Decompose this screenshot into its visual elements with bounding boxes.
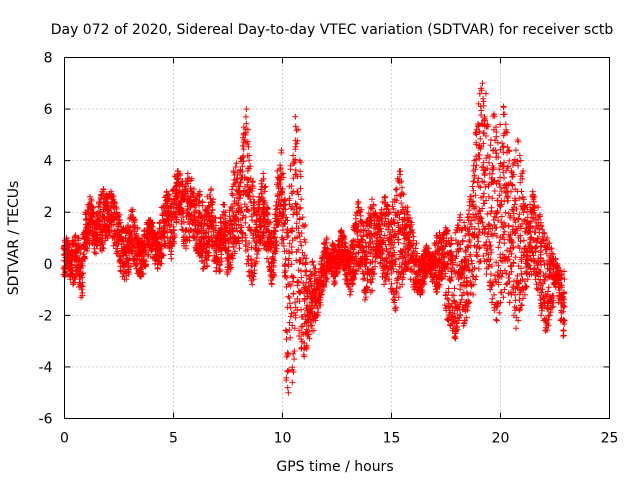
x-tick-label: 10 [274,431,292,447]
y-tick-label: 8 [44,51,53,67]
data-point-cluster [448,237,457,334]
data-point-cluster [494,139,503,316]
data-points [60,80,568,396]
y-axis-label: SDTVAR / TECUs [6,181,22,296]
x-axis-label: GPS time / hours [276,459,393,475]
data-point-cluster [513,137,522,324]
data-point-cluster [492,124,500,324]
x-tick-label: 0 [60,431,69,447]
data-point-cluster [187,175,195,234]
y-tick-label: 6 [44,102,53,118]
data-point-cluster [171,173,180,226]
y-tick-label: 4 [44,154,53,170]
data-point-cluster [291,113,300,332]
data-point-cluster [505,147,513,306]
y-tick-label: -2 [39,308,53,324]
data-point-cluster [302,255,311,352]
data-point-cluster [472,126,481,280]
data-point-cluster [289,152,298,376]
data-point-cluster [559,268,568,339]
data-point-cluster [80,229,89,262]
data-point-cluster [78,255,86,301]
data-point-cluster [311,265,320,324]
data-point-cluster [278,170,287,247]
data-point-cluster [352,209,361,278]
chart-title: Day 072 of 2020, Sidereal Day-to-day VTE… [51,22,614,38]
data-point-cluster [285,183,293,396]
data-point-cluster [228,183,237,262]
x-tick-label: 20 [492,431,510,447]
data-point-cluster [82,209,91,254]
x-tick-label: 5 [169,431,178,447]
data-point-cluster [295,157,304,339]
data-point-cluster [441,224,450,314]
y-tick-label: -4 [39,360,53,376]
y-tick-label: 2 [44,205,53,221]
plot-frame [64,57,610,419]
x-tick-label: 25 [601,431,619,447]
y-tick-label: -6 [39,412,53,428]
data-point-cluster [387,217,396,296]
data-point-cluster [263,204,272,262]
data-point-cluster [557,271,566,324]
data-point-cluster [511,147,520,332]
data-point-cluster [457,211,466,319]
y-tick-label: 0 [44,257,53,273]
tick-labels: 0 5 10 15 20 25 -6 -4 -2 0 2 4 6 8 [39,51,619,447]
x-tick-label: 15 [383,431,401,447]
